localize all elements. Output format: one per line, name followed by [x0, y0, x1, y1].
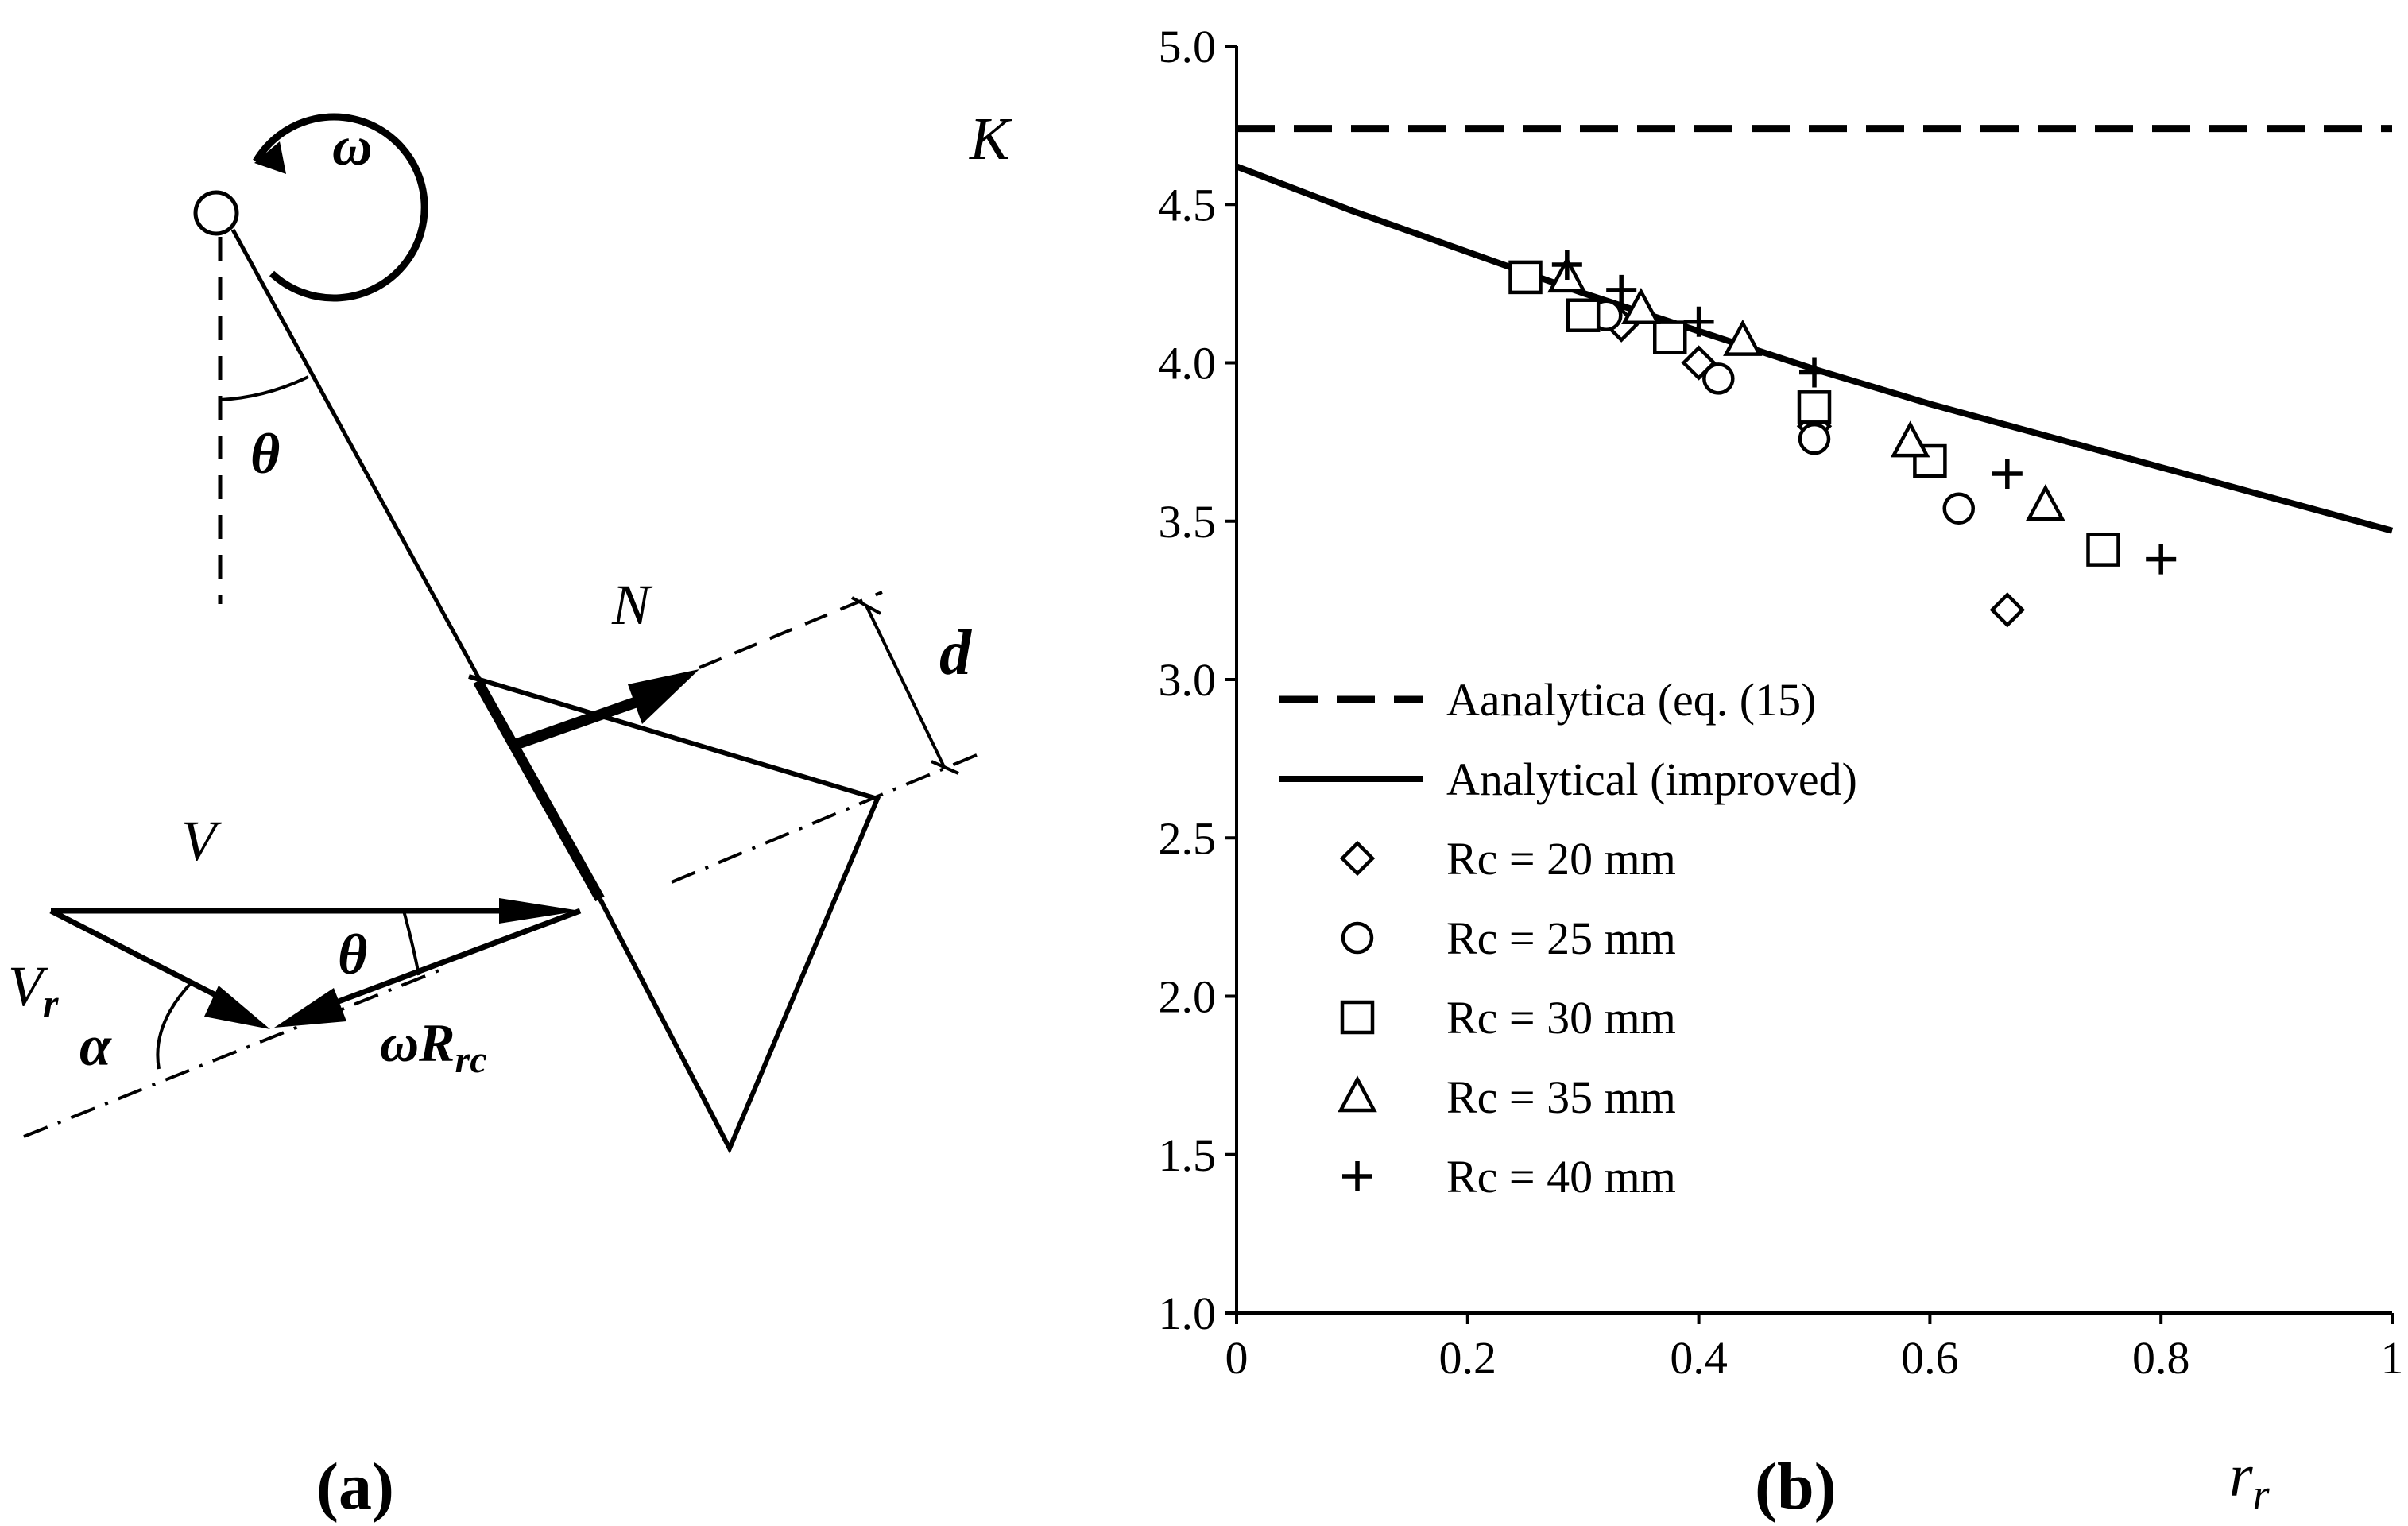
data-point-circle [1702, 362, 1735, 395]
y-tick-label: 3.5 [1159, 496, 1217, 548]
label-omegaR-sub: rc [455, 1039, 487, 1081]
theta-arc-top [219, 375, 309, 401]
legend-swatch-diamond [1339, 840, 1376, 877]
legend-label: Rc = 20 mm [1446, 833, 1676, 885]
data-point-square [1566, 298, 1601, 332]
data-point-square [2086, 533, 2120, 567]
x-tick-label: 0 [1225, 1332, 1249, 1384]
alpha-arc [156, 980, 194, 1070]
x-tick-label: 0.6 [1901, 1332, 1959, 1384]
chart-legend: Aanalytica (eq. (15) Analytical (improved… [1279, 674, 1857, 1203]
y-tick-label: 2.0 [1159, 971, 1217, 1023]
label-alpha: α [79, 1014, 112, 1078]
apex-dashdot-line [671, 751, 983, 884]
velocity-v-arrowhead [499, 898, 580, 924]
legend-label: Aanalytica (eq. (15) [1446, 674, 1816, 726]
data-point-circle [1798, 422, 1831, 455]
legend-label: Rc = 35 mm [1446, 1071, 1676, 1123]
label-omegaR: ωRrc [380, 1013, 487, 1081]
y-tick-label: 1.0 [1159, 1288, 1217, 1339]
y-tick-label: 3.0 [1159, 654, 1217, 706]
velocity-dashdot-line [23, 966, 446, 1138]
label-d: d [939, 618, 972, 688]
dimension-d-tick-top [851, 596, 881, 615]
pivot-circle [193, 190, 239, 236]
dimension-d-tick-bottom [931, 760, 959, 775]
blade-bold-segment [473, 678, 605, 902]
label-omegaR-main: ωR [380, 1013, 455, 1073]
velocity-vr-arrowhead [204, 986, 270, 1029]
x-axis-label-main: r [2229, 1443, 2253, 1509]
chart-axis-labels: K rr (b) [969, 106, 2271, 1524]
data-point-diamond [1989, 592, 2026, 628]
x-tick-label: 0.8 [2132, 1332, 2190, 1384]
x-tick-label: 0.4 [1670, 1332, 1728, 1384]
data-point-triangle [2026, 484, 2065, 521]
chart-markers [1508, 249, 2177, 628]
label-V: V [181, 809, 222, 873]
x-tick-label: 0.2 [1439, 1332, 1497, 1384]
omega-r-arrow [324, 908, 582, 1009]
y-axis-label: K [969, 106, 1012, 172]
x-tick-label: 1 [2381, 1332, 2404, 1384]
data-point-plus [1683, 306, 1714, 337]
y-tick-label: 4.5 [1159, 179, 1217, 230]
chart-lines [1235, 125, 2394, 534]
data-point-plus [1551, 249, 1582, 280]
y-tick-label: 4.0 [1159, 338, 1217, 389]
data-point-square [1508, 260, 1543, 295]
label-Vr: Vr [8, 955, 59, 1025]
normal-force-arrow [510, 694, 646, 751]
rotation-arrowhead [254, 141, 286, 174]
n-dashed-line [699, 591, 883, 669]
data-point-triangle [1621, 288, 1661, 325]
rotation-arc [253, 113, 428, 302]
label-theta-bottom: θ [338, 923, 367, 986]
label-Vr-sub: r [43, 981, 59, 1025]
data-point-square [1653, 320, 1687, 354]
series-line-improved [1235, 163, 2394, 534]
legend-swatch-triangle [1338, 1075, 1377, 1113]
data-point-plus [2146, 544, 2177, 575]
blade-triangle [468, 674, 881, 1155]
label-Vr-main: V [8, 955, 48, 1018]
normal-force-arrowhead [628, 669, 699, 724]
dimension-d-line [865, 605, 946, 768]
data-point-plus [1992, 458, 2023, 489]
data-point-circle [1942, 492, 1975, 525]
legend-label: Analytical (improved) [1446, 753, 1857, 805]
panel-a-labels: ω θ N d V Vr θ α ωRrc (a) [8, 116, 972, 1524]
caption-a: (a) [316, 1450, 394, 1524]
x-axis-label: rr [2229, 1443, 2271, 1518]
x-axis-label-sub: r [2253, 1470, 2271, 1518]
legend-swatch-square [1340, 1000, 1375, 1035]
label-N: N [611, 573, 653, 637]
data-point-plus [1799, 357, 1829, 388]
legend-swatch-plus [1342, 1161, 1372, 1191]
legend-label: Rc = 30 mm [1446, 992, 1676, 1044]
theta-arc-bottom [402, 910, 420, 976]
legend-swatch-circle [1341, 921, 1374, 955]
legend-label: Rc = 25 mm [1446, 912, 1676, 964]
y-tick-label: 5.0 [1159, 21, 1217, 72]
panel-a-diagram [23, 113, 983, 1155]
omega-r-arrowhead [274, 988, 346, 1028]
velocity-vr-arrow [49, 908, 236, 1008]
chart-ticks: 1.0 1.5 2.0 2.5 3.0 3.5 4.0 4.5 5.0 0 0.2 0.4 0.6 0.8… [1159, 21, 2404, 1384]
y-tick-label: 2.5 [1159, 812, 1217, 864]
data-point-square [1797, 390, 1832, 424]
legend-label: Rc = 40 mm [1446, 1151, 1676, 1203]
data-point-plus [1606, 274, 1637, 305]
y-tick-label: 1.5 [1159, 1129, 1217, 1181]
panel-b-chart: 1.0 1.5 2.0 2.5 3.0 3.5 4.0 4.5 5.0 0 0.2 0.4 0.6 0.8… [969, 21, 2404, 1524]
data-point-triangle [1723, 319, 1763, 356]
label-omega: ω [332, 116, 373, 177]
data-point-triangle [1890, 420, 1930, 458]
label-theta-top: θ [250, 422, 280, 486]
caption-b: (b) [1755, 1450, 1837, 1524]
